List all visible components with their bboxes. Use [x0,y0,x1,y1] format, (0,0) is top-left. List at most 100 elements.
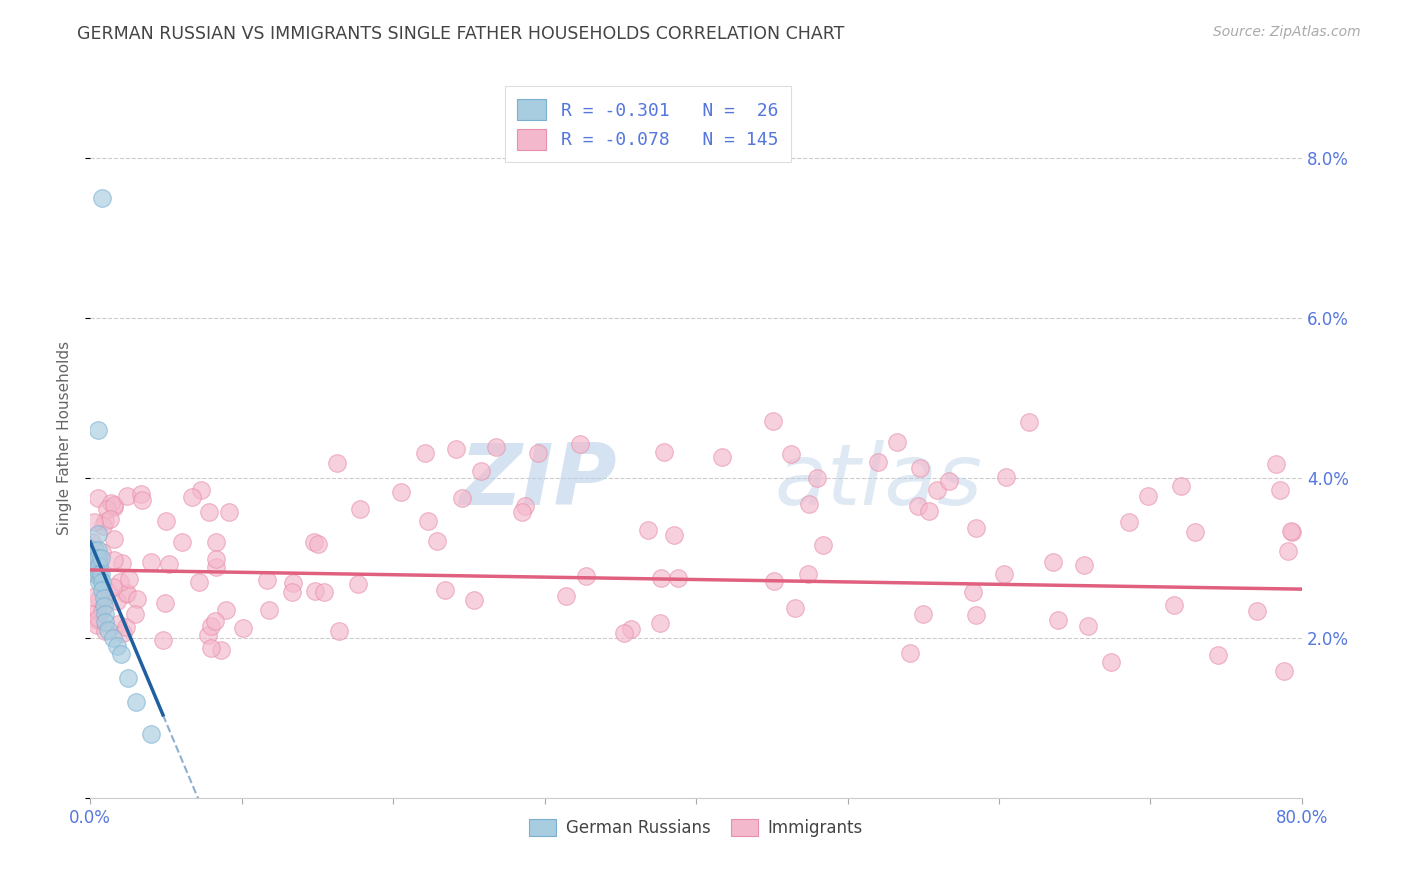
Point [613,626,636,640]
Point [103,498,125,512]
Point [783,601,806,615]
Point [90,550,112,565]
Point [100,495,122,509]
Point [391,484,413,499]
Point [806,471,828,485]
Point [112,626,135,640]
Point [426,534,449,549]
Point [94,515,117,529]
Point [1099,655,1122,669]
Point [87,527,110,541]
Point [416,514,439,528]
Point [152,633,174,648]
Point [283,576,305,591]
Point [650,616,672,631]
Point [555,589,578,603]
Point [349,501,371,516]
Point [307,537,329,551]
Point [103,580,125,594]
Point [91,603,114,617]
Point [1077,619,1099,633]
Point [115,489,138,503]
Point [654,445,676,459]
Point [103,533,125,547]
Point [87,610,110,624]
Point [1246,603,1268,617]
Point [89,558,111,573]
Point [526,446,548,460]
Point [82,535,104,549]
Legend: German Russians, Immigrants: German Russians, Immigrants [523,813,869,844]
Point [103,500,125,514]
Point [797,497,820,511]
Point [139,555,162,569]
Point [115,587,138,601]
Point [898,646,921,660]
Point [907,500,929,514]
Point [1277,544,1299,558]
Point [1206,648,1229,662]
Point [1163,598,1185,612]
Point [911,607,934,621]
Point [89,552,111,566]
Point [314,585,336,599]
Point [110,574,132,589]
Point [96,502,118,516]
Point [205,560,228,574]
Point [463,592,485,607]
Point [180,490,202,504]
Point [107,616,129,631]
Point [87,491,110,506]
Point [94,615,117,629]
Point [110,647,132,661]
Point [86,614,108,628]
Point [83,542,105,557]
Point [84,550,107,565]
Point [470,464,492,478]
Point [1137,489,1160,503]
Point [129,487,152,501]
Point [938,474,960,488]
Point [886,435,908,450]
Point [515,499,537,513]
Point [451,491,474,505]
Point [925,483,948,497]
Point [993,566,1015,581]
Point [1170,479,1192,493]
Point [198,505,221,519]
Point [200,641,222,656]
Point [87,423,110,437]
Point [281,585,304,599]
Point [111,556,134,570]
Point [83,559,105,574]
Point [995,469,1018,483]
Point [94,624,117,639]
Point [101,631,124,645]
Point [153,596,176,610]
Point [131,493,153,508]
Point [434,582,457,597]
Point [91,574,114,589]
Point [87,550,110,565]
Point [1073,558,1095,572]
Point [94,607,117,621]
Point [304,584,326,599]
Point [125,591,148,606]
Point [90,566,112,581]
Point [115,586,138,600]
Point [87,604,110,618]
Point [1281,525,1303,540]
Point [762,574,785,588]
Point [209,642,232,657]
Point [87,542,110,557]
Point [1047,614,1070,628]
Text: Source: ZipAtlas.com: Source: ZipAtlas.com [1213,25,1361,39]
Point [200,618,222,632]
Point [637,523,659,537]
Point [866,455,889,469]
Point [908,461,931,475]
Point [256,573,278,587]
Point [413,446,436,460]
Point [218,505,240,519]
Point [84,566,107,581]
